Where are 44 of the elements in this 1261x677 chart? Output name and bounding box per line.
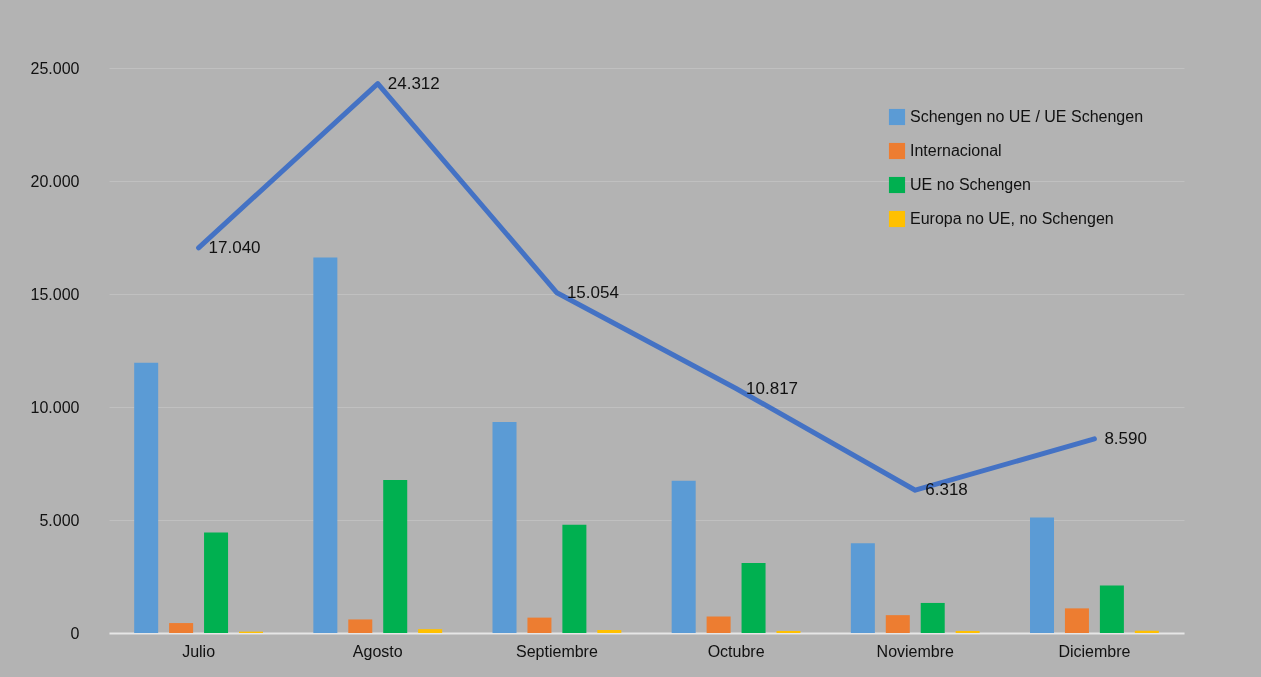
- x-tick-label: Julio: [182, 642, 216, 660]
- bar: [741, 562, 766, 633]
- data-label: 17.040: [208, 237, 261, 257]
- bar: [204, 532, 229, 633]
- legend-label: Schengen no UE / UE Schengen: [910, 108, 1144, 125]
- bar: [492, 421, 517, 633]
- x-tick-label: Diciembre: [1058, 642, 1131, 660]
- bar: [597, 630, 622, 633]
- x-tick-label: Septiembre: [516, 642, 598, 660]
- data-label: 15.054: [566, 282, 619, 302]
- bar: [885, 615, 910, 633]
- y-tick-label: 0: [70, 624, 80, 642]
- x-tick-label: Octubre: [707, 642, 765, 660]
- y-tick-label: 25.000: [30, 59, 80, 77]
- bar: [527, 617, 552, 633]
- bar: [1099, 585, 1124, 633]
- bar: [134, 362, 159, 633]
- bar: [348, 619, 373, 633]
- x-tick-label: Agosto: [352, 642, 403, 660]
- bar: [850, 543, 875, 633]
- bar: [706, 616, 731, 633]
- bar: [418, 629, 443, 633]
- bar: [776, 630, 801, 633]
- bar: [920, 602, 945, 633]
- data-label: 24.312: [387, 73, 440, 93]
- data-label: 8.590: [1104, 428, 1147, 448]
- legend-label: Internacional: [910, 142, 1002, 159]
- bar: [1064, 608, 1089, 633]
- data-label: 10.817: [746, 378, 799, 398]
- y-tick-label: 10.000: [30, 398, 80, 416]
- bar: [1030, 517, 1055, 633]
- bar: [955, 630, 980, 633]
- x-tick-label: Noviembre: [876, 642, 955, 660]
- legend-label: Europa no UE, no Schengen: [910, 210, 1114, 227]
- bar: [671, 480, 696, 633]
- y-tick-label: 5.000: [39, 511, 80, 529]
- bar: [383, 480, 408, 633]
- bar: [169, 623, 194, 633]
- data-label: 6.318: [925, 480, 968, 500]
- legend-label: UE no Schengen: [910, 176, 1031, 193]
- bar: [562, 524, 587, 633]
- y-tick-label: 20.000: [30, 172, 80, 190]
- bar: [313, 257, 338, 633]
- y-tick-label: 15.000: [30, 285, 80, 303]
